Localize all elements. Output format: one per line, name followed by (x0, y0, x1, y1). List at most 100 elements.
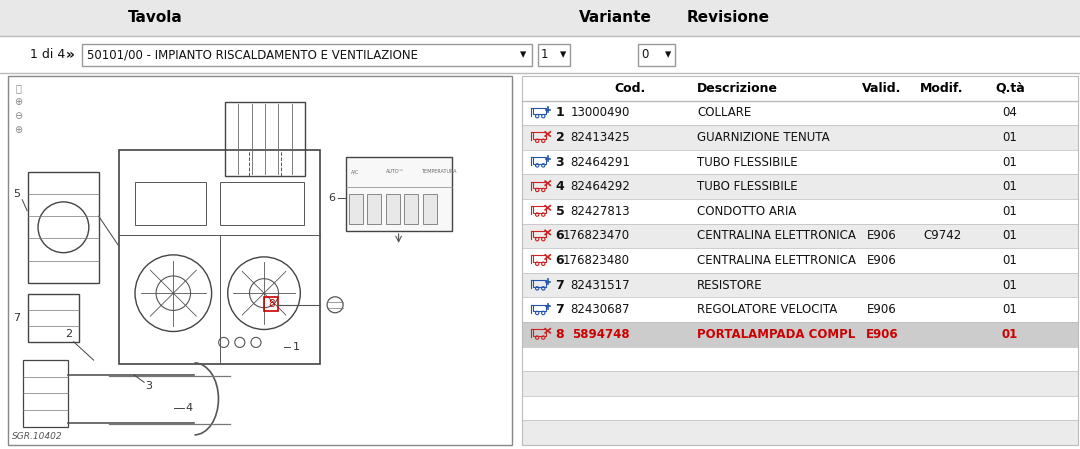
Bar (522, 371, 1078, 396)
Text: ⊕: ⊕ (14, 97, 22, 107)
Text: 01: 01 (1002, 131, 1017, 144)
Text: 7: 7 (555, 303, 565, 316)
Text: 6: 6 (328, 193, 335, 203)
Bar (0, 0, 1080, 36)
Text: E906: E906 (867, 303, 896, 316)
Text: 13000490: 13000490 (570, 106, 630, 119)
Text: Q.tà: Q.tà (995, 82, 1025, 95)
Text: 6: 6 (556, 254, 565, 267)
Text: ⛶: ⛶ (15, 83, 21, 93)
Text: 82464291: 82464291 (570, 156, 630, 169)
Bar (349, 194, 363, 224)
Bar (534, 255, 545, 262)
Bar (522, 248, 1078, 273)
Text: 2: 2 (65, 329, 72, 339)
Text: 82427813: 82427813 (570, 205, 630, 218)
Text: 1: 1 (555, 106, 565, 119)
Text: E906: E906 (867, 229, 896, 242)
Text: ⊖: ⊖ (14, 111, 22, 121)
Bar (522, 420, 1078, 445)
Text: 01: 01 (1002, 180, 1017, 193)
Text: TEMPERATURA: TEMPERATURA (421, 169, 457, 175)
Text: »: » (66, 48, 75, 62)
Text: COLLARE: COLLARE (697, 106, 752, 119)
Bar (8, 76, 512, 445)
Text: 7: 7 (13, 313, 21, 323)
Text: ⊕: ⊕ (14, 125, 22, 135)
Bar (265, 297, 278, 311)
Text: REGOLATORE VELOCITA: REGOLATORE VELOCITA (697, 303, 837, 316)
Bar (522, 174, 1078, 199)
Bar (638, 44, 675, 66)
Bar (135, 182, 205, 224)
Bar (346, 157, 451, 231)
Text: TUBO FLESSIBILE: TUBO FLESSIBILE (697, 180, 798, 193)
Text: 1: 1 (541, 48, 549, 61)
Text: 8: 8 (556, 328, 565, 341)
Bar (522, 125, 1078, 150)
Text: 01: 01 (1002, 156, 1017, 169)
Bar (23, 360, 68, 427)
Bar (0, 36, 1080, 73)
Text: Tavola: Tavola (127, 10, 183, 26)
Text: 1 di 4: 1 di 4 (30, 48, 65, 61)
Text: 5: 5 (13, 189, 21, 199)
Text: 7: 7 (555, 278, 565, 291)
Text: ▾: ▾ (665, 48, 671, 61)
Bar (534, 157, 545, 163)
Text: 01: 01 (1002, 303, 1017, 316)
Bar (522, 150, 1078, 174)
Text: ▾: ▾ (519, 48, 526, 61)
Text: A/C: A/C (351, 169, 360, 175)
Text: 4: 4 (186, 403, 193, 413)
Bar (522, 347, 1078, 371)
Text: 5894748: 5894748 (572, 328, 630, 341)
Text: Variante: Variante (579, 10, 651, 26)
Text: 6: 6 (556, 229, 565, 242)
Text: SGR.10402: SGR.10402 (12, 432, 63, 441)
Bar (522, 322, 1078, 347)
Bar (534, 329, 545, 336)
Text: CONDOTTO ARIA: CONDOTTO ARIA (697, 205, 796, 218)
Text: Cod.: Cod. (615, 82, 646, 95)
Bar (522, 76, 1078, 445)
Text: 01: 01 (1002, 229, 1017, 242)
Text: CENTRALINA ELETTRONICA: CENTRALINA ELETTRONICA (697, 229, 855, 242)
Bar (386, 194, 400, 224)
Bar (522, 199, 1078, 224)
Text: 82413425: 82413425 (570, 131, 630, 144)
Text: 01: 01 (1002, 278, 1017, 291)
Text: AUTO™: AUTO™ (386, 169, 404, 175)
Text: 01: 01 (1002, 205, 1017, 218)
Bar (82, 44, 532, 66)
Bar (534, 231, 545, 238)
Text: 3: 3 (556, 156, 565, 169)
Text: Modif.: Modif. (920, 82, 963, 95)
Bar (538, 44, 570, 66)
Bar (225, 102, 306, 176)
Bar (522, 297, 1078, 322)
Bar (367, 194, 381, 224)
Text: 04: 04 (1002, 106, 1017, 119)
Bar (28, 172, 98, 282)
Text: 8: 8 (268, 299, 274, 309)
Text: E906: E906 (867, 254, 896, 267)
Text: TUBO FLESSIBILE: TUBO FLESSIBILE (697, 156, 798, 169)
Text: CENTRALINA ELETTRONICA: CENTRALINA ELETTRONICA (697, 254, 855, 267)
Text: 4: 4 (555, 180, 565, 193)
Bar (423, 194, 436, 224)
Bar (534, 280, 545, 286)
Text: 82464292: 82464292 (570, 180, 630, 193)
Text: 3: 3 (146, 381, 152, 391)
Text: 2: 2 (555, 131, 565, 144)
Text: 1: 1 (293, 342, 300, 352)
Bar (534, 132, 545, 139)
Bar (522, 224, 1078, 248)
Bar (522, 396, 1078, 420)
Text: GUARNIZIONE TENUTA: GUARNIZIONE TENUTA (697, 131, 829, 144)
Bar (219, 182, 305, 224)
Bar (522, 101, 1078, 125)
Bar (522, 273, 1078, 297)
Bar (534, 108, 545, 114)
Bar (534, 181, 545, 188)
